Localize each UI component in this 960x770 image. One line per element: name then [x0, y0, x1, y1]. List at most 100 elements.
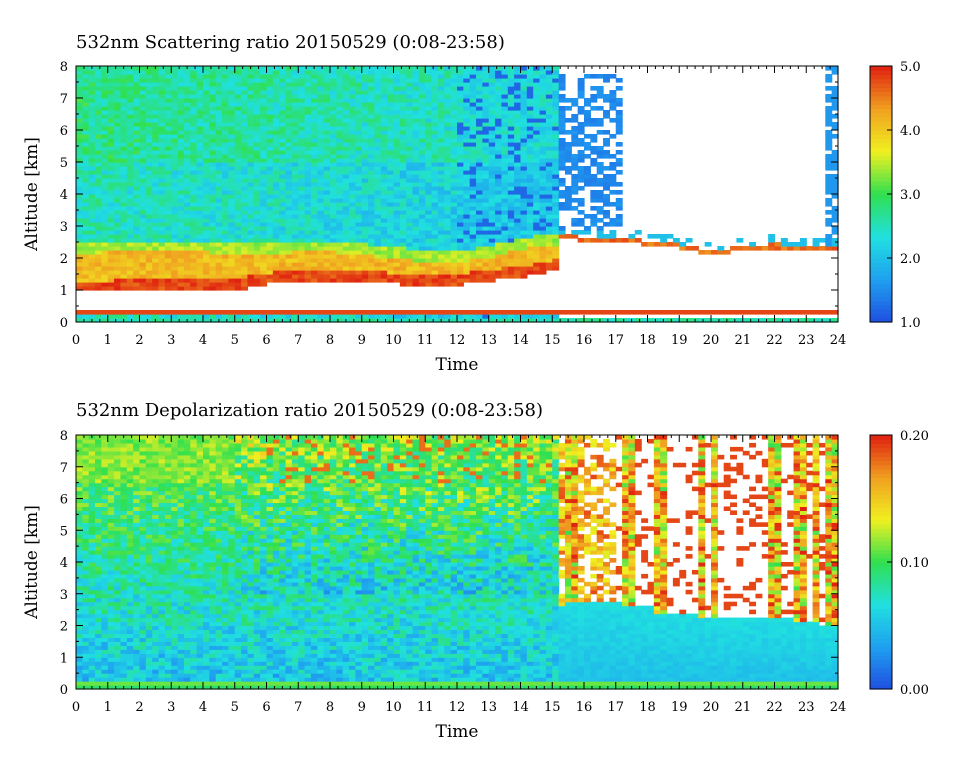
- heat-cell: [133, 138, 141, 143]
- heat-cell: [95, 254, 102, 259]
- heat-cell: [133, 214, 141, 219]
- heat-cell: [310, 182, 318, 187]
- heat-cell: [412, 234, 420, 239]
- heat-cell: [209, 74, 217, 79]
- heat-cell: [209, 142, 217, 147]
- heat-cell: [463, 154, 471, 159]
- heat-cell: [507, 310, 515, 315]
- heat-cell: [152, 310, 160, 315]
- heat-cell: [145, 194, 153, 199]
- heat-cell: [399, 122, 407, 127]
- heat-cell: [241, 74, 249, 79]
- heat-cell: [183, 210, 191, 215]
- heat-cell: [101, 94, 109, 99]
- heat-cell: [222, 146, 229, 151]
- heat-cell: [437, 310, 445, 315]
- heat-cell: [183, 230, 191, 235]
- heat-cell: [476, 90, 483, 95]
- heat-cell: [323, 242, 331, 247]
- heat-cell: [279, 118, 287, 123]
- heat-cell: [196, 270, 204, 275]
- heat-cell: [158, 138, 166, 143]
- heat-cell: [406, 114, 414, 119]
- heat-cell: [552, 146, 560, 151]
- heat-cell: [361, 198, 369, 203]
- heat-cell: [584, 98, 591, 103]
- heat-cell: [203, 94, 210, 99]
- heat-cell: [825, 210, 833, 215]
- heat-cell: [374, 186, 382, 191]
- heat-cell: [361, 250, 369, 255]
- heat-cell: [444, 106, 452, 111]
- heat-cell: [279, 234, 287, 239]
- heat-cell: [533, 258, 541, 263]
- heat-cell: [279, 102, 287, 107]
- heat-cell: [507, 202, 515, 207]
- heat-cell: [304, 206, 312, 211]
- heat-cell: [368, 214, 376, 219]
- heat-cell: [450, 266, 458, 271]
- heat-cell: [95, 206, 102, 211]
- heat-cell: [349, 218, 356, 223]
- heat-cell: [177, 194, 185, 199]
- heat-cell: [520, 242, 528, 247]
- heat-cell: [463, 206, 471, 211]
- heat-cell: [355, 74, 363, 79]
- heat-cell: [507, 90, 515, 95]
- heat-cell: [571, 166, 579, 171]
- heat-cell: [241, 186, 249, 191]
- heat-cell: [101, 206, 109, 211]
- heat-cell: [577, 78, 585, 83]
- heat-cell: [291, 78, 299, 83]
- heat-cell: [260, 194, 268, 199]
- heat-cell: [761, 318, 769, 323]
- heat-cell: [577, 198, 585, 203]
- heat-cell: [323, 238, 331, 243]
- heat-cell: [374, 274, 382, 279]
- heat-cell: [323, 94, 331, 99]
- heat-cell: [114, 286, 122, 291]
- heat-cell: [145, 162, 153, 167]
- heat-cell: [361, 150, 369, 155]
- heat-cell: [558, 146, 566, 151]
- heat-cell: [450, 70, 458, 75]
- heat-cell: [552, 74, 560, 79]
- heat-cell: [171, 286, 179, 291]
- heat-cell: [399, 202, 407, 207]
- heat-cell: [101, 162, 109, 167]
- heat-cell: [323, 278, 331, 283]
- heat-cell: [190, 110, 198, 115]
- heat-cell: [209, 154, 217, 159]
- heat-cell: [101, 86, 109, 91]
- heat-cell: [558, 82, 566, 87]
- heat-cell: [209, 70, 217, 75]
- heat-cell: [88, 262, 96, 267]
- heat-cell: [190, 190, 198, 195]
- heat-cell: [164, 314, 172, 319]
- heat-cell: [387, 74, 395, 79]
- heat-cell: [412, 206, 420, 211]
- heat-cell: [552, 118, 560, 123]
- heat-cell: [603, 110, 610, 115]
- heat-cell: [711, 318, 718, 323]
- heat-cell: [317, 266, 325, 271]
- heat-cell: [260, 198, 268, 203]
- heat-cell: [501, 314, 509, 319]
- heat-cell: [584, 178, 591, 183]
- heat-cell: [615, 78, 623, 83]
- heat-cell: [285, 74, 293, 79]
- heat-cell: [88, 242, 96, 247]
- heat-cell: [463, 258, 471, 263]
- heat-cell: [228, 78, 236, 83]
- heat-cell: [399, 222, 407, 227]
- heat-cell: [139, 126, 147, 131]
- heat-cell: [114, 166, 122, 171]
- heat-cell: [469, 242, 477, 247]
- heat-cell: [482, 190, 490, 195]
- heat-cell: [825, 166, 833, 171]
- heat-cell: [533, 174, 541, 179]
- heat-cell: [139, 258, 147, 263]
- heat-cell: [330, 226, 337, 231]
- heat-cell: [488, 146, 496, 151]
- heat-cell: [203, 254, 210, 259]
